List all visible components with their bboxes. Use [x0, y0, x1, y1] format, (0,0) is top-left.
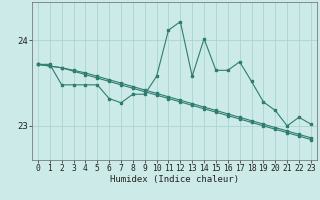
X-axis label: Humidex (Indice chaleur): Humidex (Indice chaleur)	[110, 175, 239, 184]
